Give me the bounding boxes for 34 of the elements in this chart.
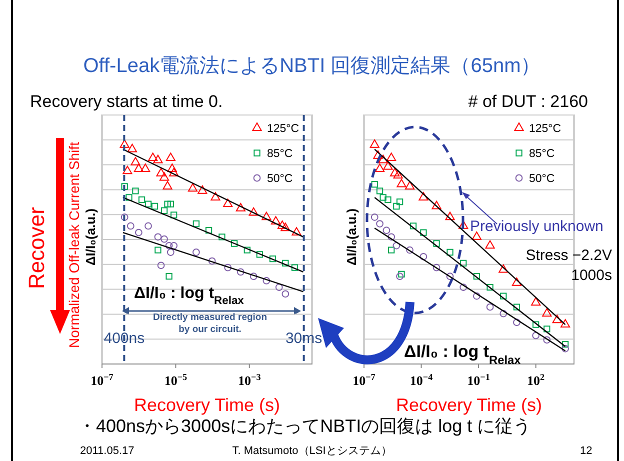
text: Normalized Off-leak Current Shift <box>66 142 82 348</box>
legend-label: 125°C <box>529 123 562 135</box>
annotation: ΔI/I₀ : log t$_{Relax}$ <box>404 342 522 367</box>
text: Recover <box>24 207 49 289</box>
x-axis-title: Recovery Time (s) <box>396 395 542 415</box>
chart-title: Off-Leak電流法によるNBTI 回復測定結果（65nm） <box>83 55 541 77</box>
x-tick-label: 10$^{−3}$ <box>238 372 262 388</box>
x-tick-label: 10$^{−7}$ <box>352 372 376 388</box>
legend-label: 50°C <box>529 173 555 185</box>
x-tick-label: 10$^{−7}$ <box>90 372 114 388</box>
annotation: Stress −2.2V <box>526 247 612 264</box>
x-tick-label: 10$^{−1}$ <box>467 372 490 388</box>
text: T. Matsumoto（LSIとシステム） <box>232 445 392 457</box>
x-tick-label: 10$^{−5}$ <box>164 372 188 388</box>
annotation: Previously unknown <box>470 218 604 235</box>
x-axis-title: Recovery Time (s) <box>134 395 280 415</box>
annotation: ΔI/I₀ : log t$_{Relax}$ <box>134 285 245 307</box>
text: Recovery starts at time 0. <box>30 92 223 111</box>
y-axis-title: ΔI/I₀(a.u.) <box>83 208 98 266</box>
legend-label: 125°C <box>267 123 300 135</box>
annotation: by our circuit. <box>178 324 242 335</box>
text: ・400nsから3000sにわたってNBTIの回復は log t に従う <box>78 416 532 436</box>
x-tick-label: 10$^{2}$ <box>527 372 546 388</box>
text: # of DUT : 2160 <box>468 92 588 111</box>
ref-line-label: 400ns <box>104 330 145 347</box>
legend-label: 85°C <box>267 148 293 160</box>
text: 12 <box>580 445 592 457</box>
annotation: Directly measured region <box>152 312 268 323</box>
x-tick-label: 10$^{−4}$ <box>410 372 434 388</box>
y-axis-title: ΔI/I₀(a.u.) <box>344 208 359 266</box>
legend-label: 85°C <box>529 148 555 160</box>
legend-label: 50°C <box>267 173 293 185</box>
annotation: 1000s <box>571 267 612 284</box>
text: 2011.05.17 <box>80 445 134 457</box>
